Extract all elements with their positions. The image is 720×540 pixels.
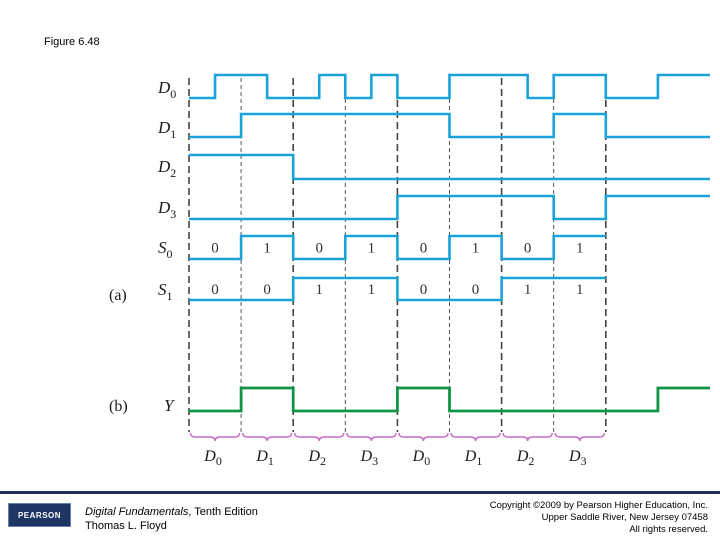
waveform-d3 — [189, 194, 710, 221]
slot-brace — [189, 432, 241, 442]
waveform-d1 — [189, 112, 710, 139]
slot-label-d0: D0 — [412, 448, 431, 468]
bit-s1: 1 — [576, 282, 584, 298]
slot-label-d3: D3 — [568, 448, 587, 468]
signal-label-d2: D2 — [157, 157, 176, 180]
waveform-d0 — [189, 73, 710, 100]
bit-s1: 0 — [420, 282, 428, 298]
part-label-b: (b) — [109, 398, 128, 415]
waveform-d2 — [189, 153, 710, 181]
slot-label-d1: D1 — [464, 448, 483, 468]
book-title: Digital Fundamentals — [85, 506, 189, 518]
slot-brace — [450, 432, 501, 442]
waveforms — [189, 73, 710, 413]
signal-label-y: Y — [164, 396, 175, 415]
book-info: Digital Fundamentals, Tenth Edition Thom… — [85, 505, 258, 533]
bit-s0: 1 — [576, 241, 584, 257]
waveform-y — [189, 386, 710, 413]
slot-label-d0: D0 — [203, 448, 222, 468]
slot-brace — [398, 432, 449, 442]
slot-braces: D0 D1 D2 D3 D0 D1 D2 D3 — [189, 432, 605, 468]
bit-s1: 1 — [316, 282, 324, 298]
bit-s1: 1 — [368, 282, 376, 298]
book-edition: , Tenth Edition — [188, 506, 258, 518]
waveform-s0 — [189, 234, 606, 261]
part-label-a: (a) — [109, 287, 127, 304]
signal-label-s1: S1 — [158, 280, 173, 303]
slot-label-d2: D2 — [516, 448, 535, 468]
bit-s0: 0 — [316, 241, 324, 257]
bit-s1: 0 — [263, 282, 271, 298]
bit-s0: 1 — [472, 241, 480, 257]
slot-label-d2: D2 — [307, 448, 326, 468]
select-bits: 0 1 0 1 0 1 0 1 0 0 1 1 0 0 1 1 — [211, 241, 583, 299]
signal-label-d3: D3 — [157, 198, 176, 221]
footer-rule — [0, 491, 720, 494]
slot-brace — [502, 432, 553, 442]
bit-s1: 0 — [472, 282, 480, 298]
signal-label-d1: D1 — [157, 118, 176, 141]
slot-brace — [346, 432, 397, 442]
slot-brace — [294, 432, 345, 442]
bit-s0: 0 — [211, 241, 219, 257]
copyright-notice: Copyright ©2009 by Pearson Higher Educat… — [489, 500, 708, 535]
bit-s0: 0 — [524, 241, 532, 257]
signal-label-d0: D0 — [157, 78, 176, 101]
bit-s0: 1 — [263, 241, 271, 257]
bit-s1: 0 — [211, 282, 219, 298]
figure-label: Figure 6.48 — [44, 36, 100, 48]
bit-s1: 1 — [524, 282, 532, 298]
slot-brace — [554, 432, 605, 442]
bit-s0: 1 — [368, 241, 376, 257]
book-author: Thomas L. Floyd — [85, 520, 167, 532]
signal-label-s0: S0 — [158, 238, 173, 261]
pearson-logo: PEARSON — [8, 503, 71, 527]
bit-s0: 0 — [420, 241, 428, 257]
slot-label-d3: D3 — [360, 448, 379, 468]
slot-brace — [241, 432, 293, 442]
signal-labels: D0 D1 D2 D3 S0 S1 Y — [157, 78, 176, 415]
waveform-s1 — [189, 276, 606, 302]
slot-label-d1: D1 — [255, 448, 274, 468]
